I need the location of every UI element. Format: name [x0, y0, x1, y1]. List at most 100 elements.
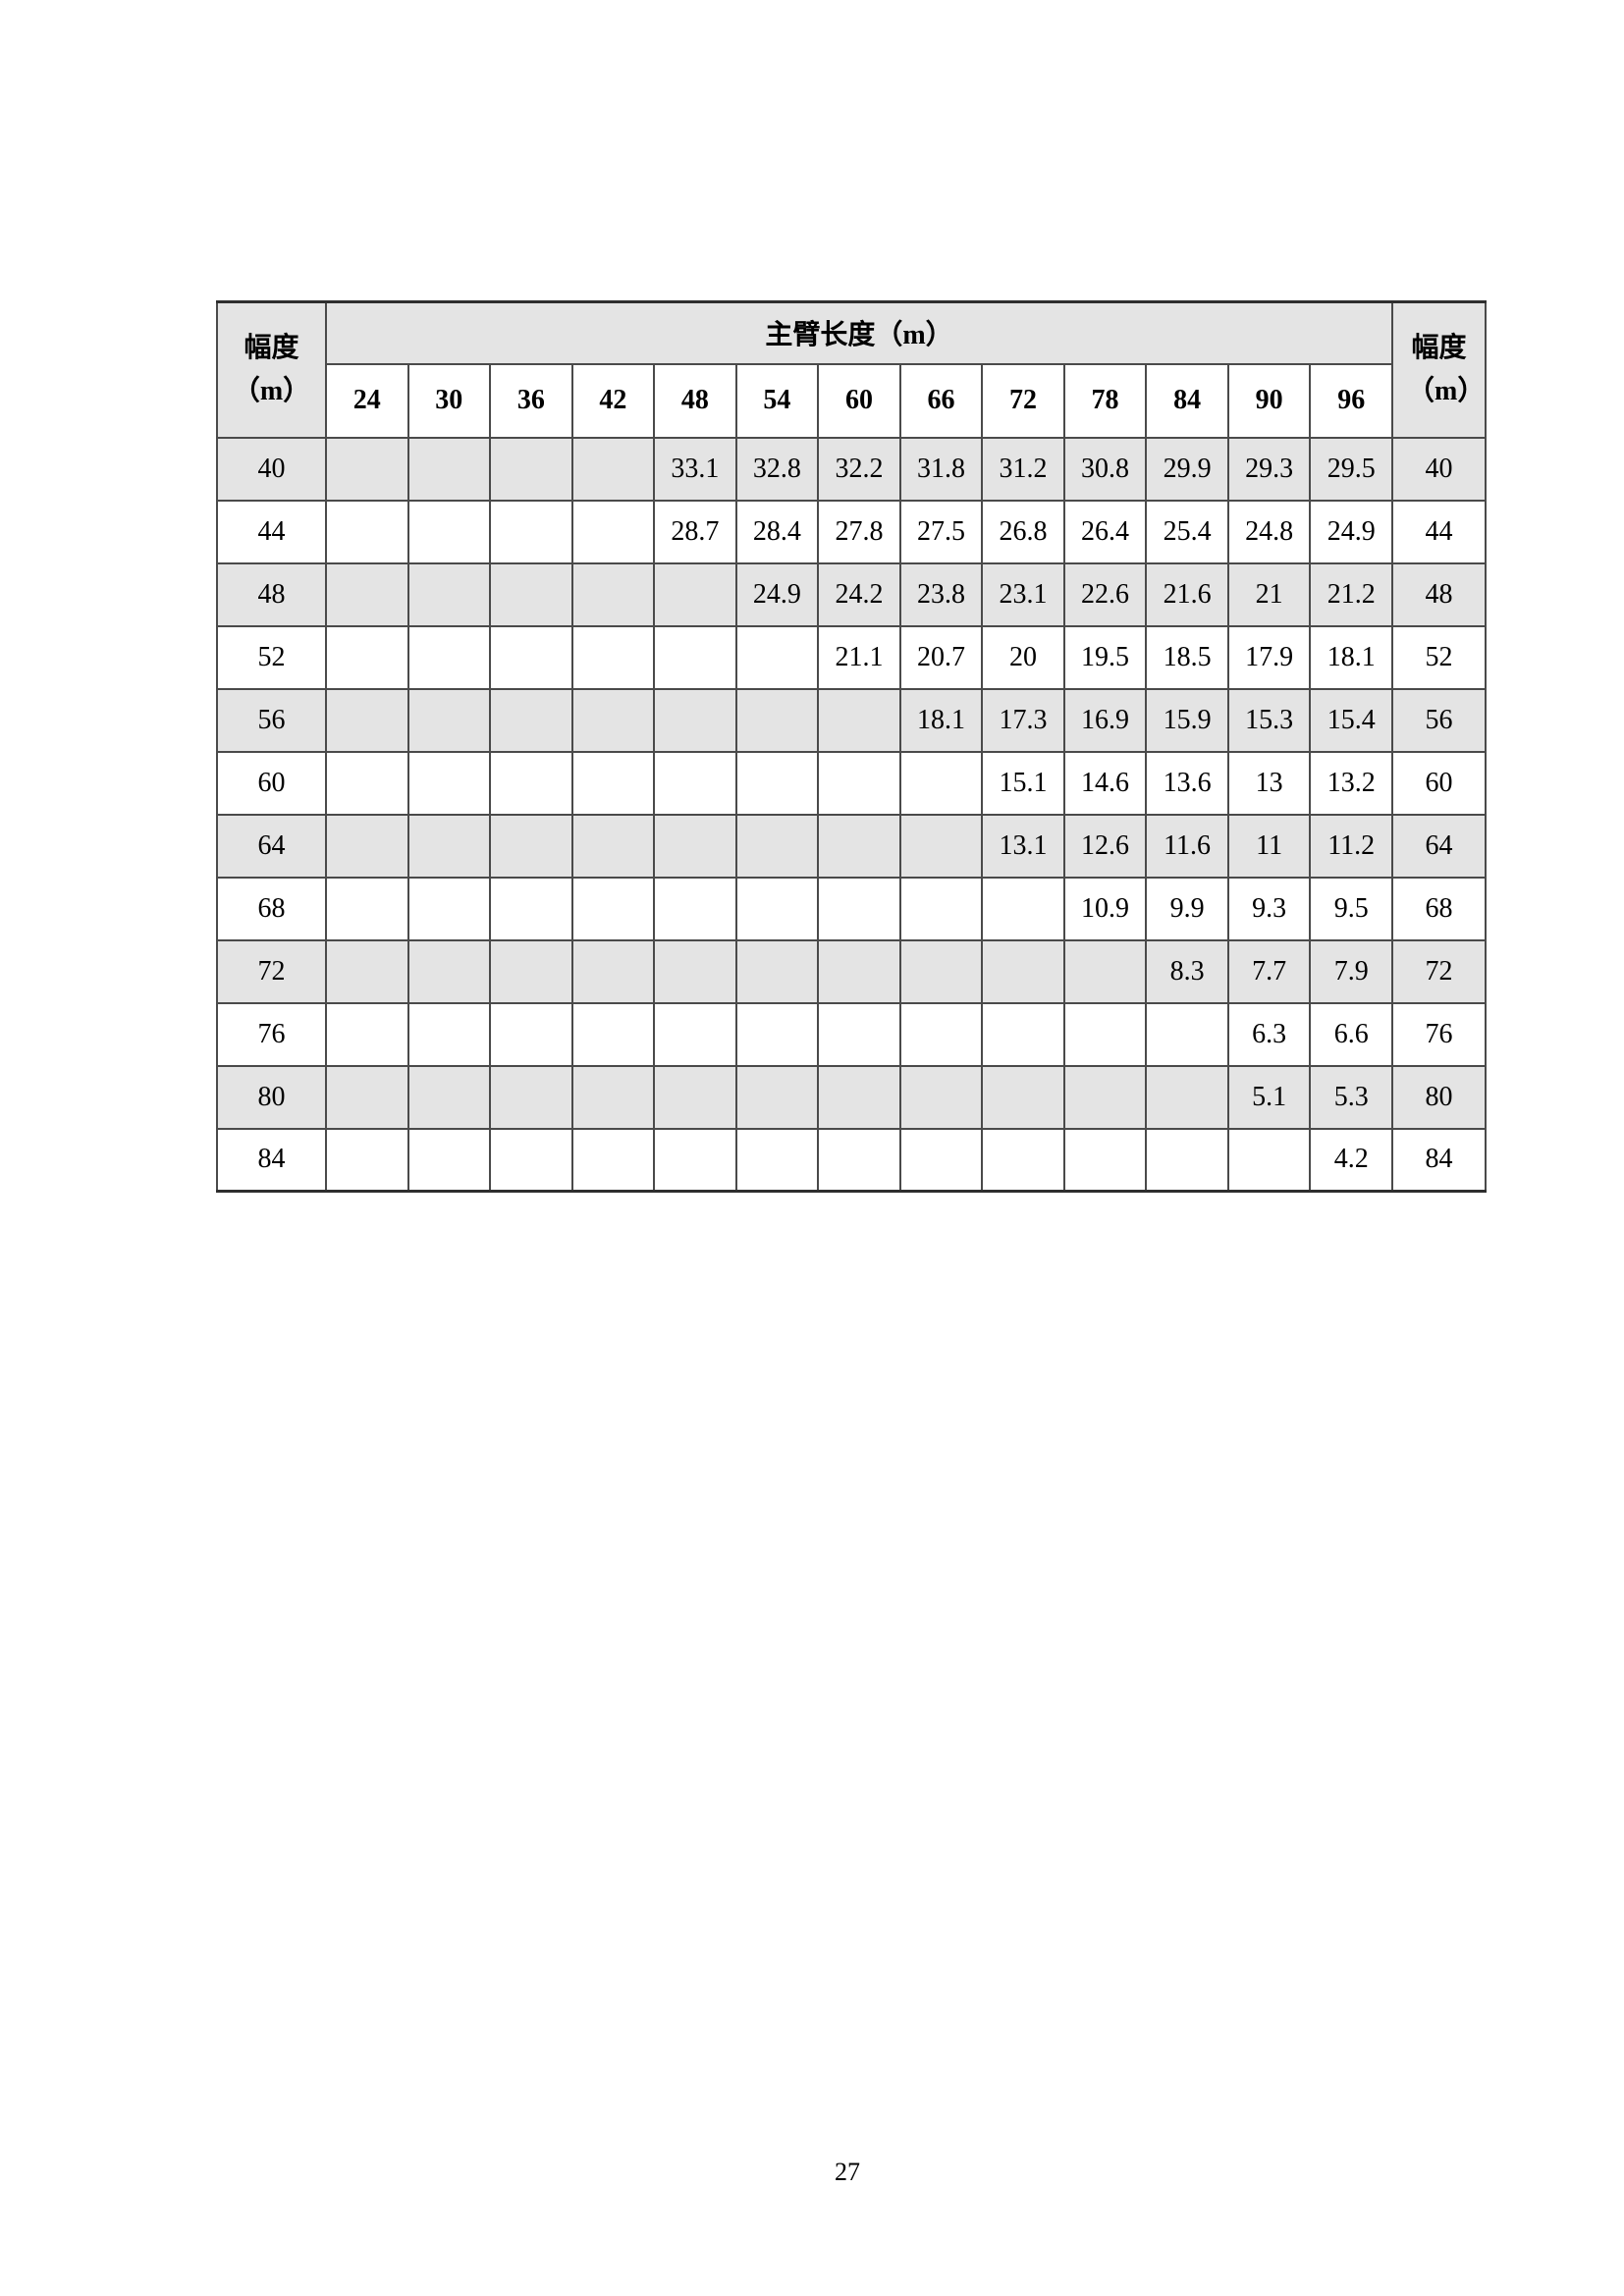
radius-cell-left: 52 [216, 624, 327, 690]
load-value-cell: 29.3 [1226, 436, 1312, 502]
load-value-cell: 17.3 [981, 687, 1065, 753]
load-value-cell [570, 1064, 656, 1130]
load-value-cell [653, 876, 737, 941]
load-value-cell: 5.1 [1226, 1064, 1312, 1130]
load-value-cell [981, 1064, 1065, 1130]
load-value-cell [898, 750, 984, 816]
load-value-cell: 24.9 [1309, 499, 1393, 564]
load-value-cell: 13.6 [1145, 750, 1229, 816]
load-value-cell [734, 876, 820, 941]
radius-cell-left: 56 [216, 687, 327, 753]
boom-length-90: 90 [1226, 362, 1312, 439]
load-value-cell [325, 1127, 409, 1193]
load-value-cell [489, 499, 573, 564]
table-row: 60 15.1 14.6 13.6 13 13.2 60 [216, 750, 1487, 816]
load-value-cell: 21.6 [1145, 561, 1229, 627]
load-value-cell [817, 876, 901, 941]
load-value-cell: 23.8 [898, 561, 984, 627]
radius-cell-right: 40 [1391, 436, 1487, 502]
load-value-cell [653, 1127, 737, 1193]
load-value-cell [981, 1127, 1065, 1193]
load-value-cell: 33.1 [653, 436, 737, 502]
load-value-cell: 13 [1226, 750, 1312, 816]
load-value-cell: 11.2 [1309, 813, 1393, 879]
load-value-cell: 6.3 [1226, 1001, 1312, 1067]
load-value-cell [325, 436, 409, 502]
radius-cell-left: 84 [216, 1127, 327, 1193]
load-value-cell [570, 561, 656, 627]
load-value-cell [489, 436, 573, 502]
load-value-cell: 9.5 [1309, 876, 1393, 941]
radius-cell-left: 48 [216, 561, 327, 627]
load-value-cell: 23.1 [981, 561, 1065, 627]
boom-length-48: 48 [653, 362, 737, 439]
load-value-cell [406, 561, 492, 627]
radius-cell-right: 60 [1391, 750, 1487, 816]
load-value-cell [489, 687, 573, 753]
table-row: 80 5.1 5.3 80 [216, 1064, 1487, 1130]
radius-cell-left: 60 [216, 750, 327, 816]
boom-length-84: 84 [1145, 362, 1229, 439]
load-value-cell [570, 687, 656, 753]
load-value-cell [981, 938, 1065, 1004]
load-value-cell [325, 687, 409, 753]
load-value-cell [734, 1127, 820, 1193]
load-value-cell [570, 499, 656, 564]
boom-length-96: 96 [1309, 362, 1393, 439]
load-value-cell: 11.6 [1145, 813, 1229, 879]
load-value-cell [406, 1001, 492, 1067]
load-value-cell: 24.8 [1226, 499, 1312, 564]
span-header-row: 幅度（m） 主臂长度（m） 幅度（m） [216, 300, 1487, 439]
load-value-cell: 18.1 [1309, 624, 1393, 690]
load-value-cell [489, 1064, 573, 1130]
load-value-cell [489, 1001, 573, 1067]
load-value-cell [406, 876, 492, 941]
boom-length-42: 42 [570, 362, 656, 439]
load-value-cell [817, 1064, 901, 1130]
radius-cell-left: 80 [216, 1064, 327, 1130]
load-value-cell: 32.2 [817, 436, 901, 502]
load-value-cell: 28.7 [653, 499, 737, 564]
load-value-cell: 27.5 [898, 499, 984, 564]
load-value-cell [1062, 1127, 1148, 1193]
load-value-cell [653, 1064, 737, 1130]
load-value-cell [570, 436, 656, 502]
load-value-cell: 16.9 [1062, 687, 1148, 753]
boom-length-header: 主臂长度（m） [325, 300, 1393, 365]
load-chart-table: 幅度（m） 主臂长度（m） 幅度（m） 24 30 36 42 48 54 60 66 72 78… [216, 300, 1487, 1193]
load-value-cell: 9.3 [1226, 876, 1312, 941]
load-value-cell [817, 750, 901, 816]
boom-length-24: 24 [325, 362, 409, 439]
load-value-cell: 31.2 [981, 436, 1065, 502]
load-value-cell: 26.4 [1062, 499, 1148, 564]
load-value-cell [489, 1127, 573, 1193]
load-value-cell: 15.4 [1309, 687, 1393, 753]
load-value-cell [570, 624, 656, 690]
load-value-cell: 18.1 [898, 687, 984, 753]
load-value-cell [653, 813, 737, 879]
load-value-cell [489, 938, 573, 1004]
load-value-cell [325, 624, 409, 690]
load-value-cell [325, 813, 409, 879]
radius-cell-right: 80 [1391, 1064, 1487, 1130]
load-value-cell [325, 876, 409, 941]
radius-cell-left: 40 [216, 436, 327, 502]
load-value-cell [898, 1064, 984, 1130]
radius-cell-right: 52 [1391, 624, 1487, 690]
radius-cell-right: 72 [1391, 938, 1487, 1004]
radius-cell-left: 44 [216, 499, 327, 564]
load-value-cell: 28.4 [734, 499, 820, 564]
load-value-cell [406, 1064, 492, 1130]
load-value-cell [817, 687, 901, 753]
load-value-cell: 8.3 [1145, 938, 1229, 1004]
load-value-cell [1226, 1127, 1312, 1193]
load-value-cell: 29.9 [1145, 436, 1229, 502]
load-value-cell: 15.9 [1145, 687, 1229, 753]
load-value-cell [406, 436, 492, 502]
load-value-cell [898, 1127, 984, 1193]
load-value-cell [570, 1001, 656, 1067]
load-value-cell: 4.2 [1309, 1127, 1393, 1193]
radius-cell-right: 84 [1391, 1127, 1487, 1193]
load-value-cell: 21.1 [817, 624, 901, 690]
